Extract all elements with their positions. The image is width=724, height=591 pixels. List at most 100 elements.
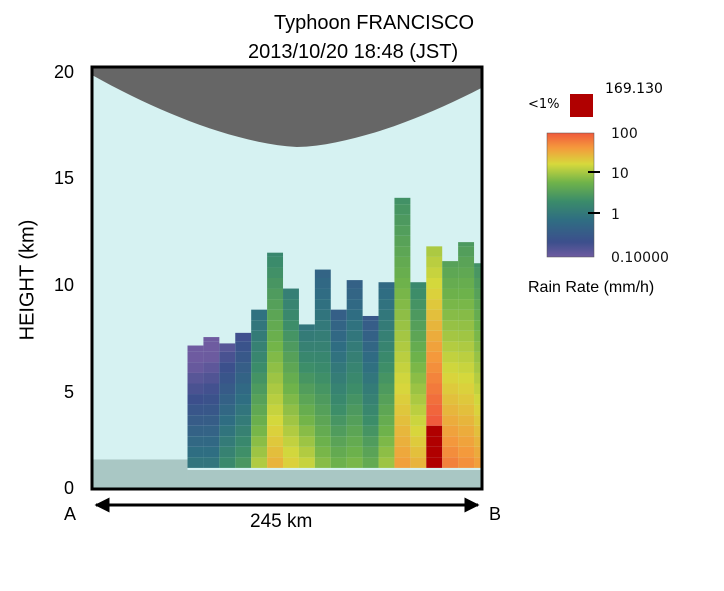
rain-cell: [267, 256, 284, 268]
rain-cell: [394, 225, 411, 236]
rain-cell: [187, 383, 204, 395]
rain-cell: [378, 282, 395, 289]
rain-cell: [298, 425, 315, 437]
rain-cell: [235, 351, 252, 363]
rain-cell: [203, 425, 220, 437]
rain-cell: [458, 330, 475, 342]
distance-label: 245 km: [250, 511, 313, 532]
rain-cell: [235, 446, 252, 458]
rain-cell: [410, 320, 427, 331]
rain-cell: [458, 425, 475, 437]
rain-cell: [251, 351, 268, 363]
rain-cell: [378, 341, 395, 352]
rain-cell: [442, 330, 459, 342]
rain-cell: [426, 351, 443, 363]
rain-cell: [187, 457, 204, 468]
rain-cell: [283, 436, 299, 447]
rain-cell: [298, 372, 315, 384]
rain-cell: [187, 372, 204, 384]
rain-cell: [298, 351, 315, 363]
rain-cell: [458, 341, 475, 352]
rain-cell: [410, 330, 427, 342]
rain-cell: [283, 288, 299, 300]
rain-cell: [410, 457, 427, 468]
rain-cell: [203, 341, 220, 352]
endpoint-b-label: B: [489, 504, 502, 524]
rain-cell: [426, 404, 443, 416]
rain-cell: [410, 446, 427, 458]
rain-cell: [442, 446, 459, 458]
rain-cell: [283, 404, 299, 416]
rain-cell: [474, 372, 482, 384]
rain-cell: [346, 446, 363, 458]
rain-cell: [458, 383, 475, 395]
rain-cell: [474, 263, 482, 268]
rain-cell: [251, 394, 268, 405]
rain-cell: [346, 372, 363, 384]
rain-cell: [219, 457, 236, 468]
rain-cell: [283, 299, 299, 310]
rain-cell: [203, 351, 220, 363]
rain-cell: [267, 383, 284, 395]
rain-cell: [298, 436, 315, 447]
rain-cell: [251, 425, 268, 437]
rain-cell: [267, 320, 284, 331]
rain-cell: [442, 383, 459, 395]
rain-cell: [378, 351, 395, 363]
rain-cell: [219, 383, 236, 395]
rain-cell: [426, 457, 443, 468]
rain-cell: [426, 309, 443, 321]
rain-cell: [378, 425, 395, 437]
rain-cell: [298, 362, 315, 373]
chart-title-line-2: 2013/10/20 18:48 (JST): [248, 41, 459, 63]
rain-cell: [235, 394, 252, 405]
rain-cell: [298, 341, 315, 352]
rain-cell: [267, 267, 284, 278]
rain-cell: [235, 383, 252, 395]
rain-cell: [346, 425, 363, 437]
colorbar-label-1: 1: [611, 207, 620, 223]
rain-cell: [219, 351, 236, 363]
rain-cell: [251, 446, 268, 458]
rain-cell: [235, 332, 252, 342]
rain-cell: [283, 330, 299, 342]
rain-cell: [426, 256, 443, 268]
rain-cell: [267, 351, 284, 363]
rain-cell: [426, 446, 443, 458]
rain-cell: [442, 278, 459, 289]
rain-cell: [283, 320, 299, 331]
rain-cell: [426, 246, 443, 257]
rain-cell: [442, 309, 459, 321]
rain-cell: [187, 404, 204, 416]
chart-title-line-1: Typhoon FRANCISCO: [274, 12, 475, 34]
rain-cell: [298, 457, 315, 468]
rain-cell: [426, 425, 443, 437]
rain-cell: [187, 415, 204, 426]
rain-cell: [251, 436, 268, 447]
rain-cell: [187, 425, 204, 437]
rain-cell: [298, 404, 315, 416]
rain-cell: [235, 341, 252, 352]
rain-cell: [394, 246, 411, 257]
rain-cell: [283, 362, 299, 373]
rain-cell: [410, 404, 427, 416]
rain-cell: [378, 309, 395, 321]
rain-cell: [203, 372, 220, 384]
rain-cell: [203, 436, 220, 447]
rain-cell: [410, 383, 427, 395]
rain-cell: [458, 278, 475, 289]
rain-cell: [474, 457, 482, 468]
rain-cell: [442, 261, 459, 268]
rain-cell: [251, 320, 268, 331]
rain-cell: [330, 415, 347, 426]
rain-cell: [283, 341, 299, 352]
rain-cell: [283, 309, 299, 321]
rain-cell: [203, 383, 220, 395]
rain-cell: [458, 415, 475, 426]
rain-cell: [474, 436, 482, 447]
rain-cell: [378, 415, 395, 426]
rain-cell: [458, 362, 475, 373]
rain-cell: [330, 425, 347, 437]
rain-cell: [314, 341, 331, 352]
colorbar-label-100: 100: [611, 126, 638, 142]
